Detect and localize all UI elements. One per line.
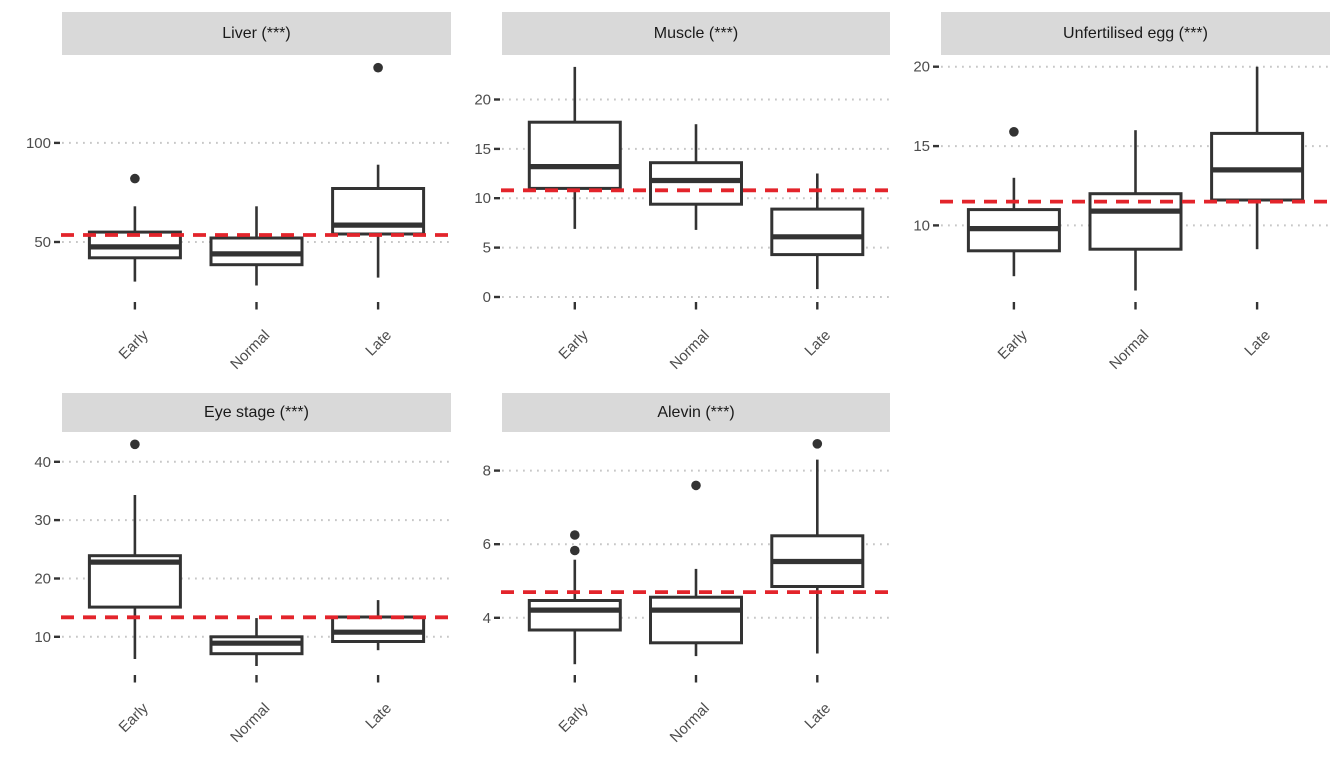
panel-title-eye-stage: Eye stage (***) — [204, 403, 309, 421]
panel-strip-alevin: Alevin (***) — [502, 393, 890, 432]
y-tick-label: 10 — [474, 190, 491, 207]
outlier-point — [570, 530, 580, 540]
x-tick-label: Early — [116, 699, 153, 736]
panel-title-muscle: Muscle (***) — [653, 24, 739, 42]
y-tick-label: 6 — [483, 536, 491, 553]
x-tick-label: Normal — [667, 700, 713, 746]
outlier-point — [691, 480, 701, 491]
outlier-point — [130, 439, 140, 450]
box — [649, 161, 743, 206]
y-tick-label: 40 — [34, 454, 51, 471]
outlier-point — [1009, 127, 1019, 137]
y-tick-label: 5 — [483, 240, 491, 257]
panel-title-alevin: Alevin (***) — [657, 403, 735, 421]
outlier-point — [812, 439, 823, 449]
x-tick-label: Late — [1241, 327, 1274, 360]
outlier-point — [570, 545, 580, 556]
panel-strip-unfertilised-egg: Unfertilised egg (***) — [941, 12, 1330, 55]
y-tick-label: 30 — [34, 512, 51, 529]
x-tick-label: Normal — [227, 327, 273, 373]
y-tick-label: 15 — [474, 141, 491, 158]
panel-strip-liver: Liver (***) — [62, 12, 451, 55]
box — [1210, 131, 1305, 202]
y-tick-label: 8 — [483, 463, 491, 480]
outlier-point — [130, 173, 140, 184]
x-tick-label: Early — [555, 699, 592, 736]
outlier-point — [373, 62, 383, 73]
x-tick-label: Early — [555, 326, 592, 363]
y-tick-label: 20 — [34, 571, 51, 588]
x-tick-label: Early — [995, 326, 1032, 363]
box — [649, 595, 743, 645]
box — [527, 120, 622, 190]
x-tick-label: Late — [362, 700, 395, 733]
x-tick-label: Late — [801, 327, 834, 360]
panel-strip-eye-stage: Eye stage (***) — [62, 393, 451, 432]
y-tick-label: 15 — [913, 138, 930, 155]
y-tick-label: 50 — [34, 234, 51, 251]
panel-strip-muscle: Muscle (***) — [502, 12, 890, 55]
x-tick-label: Late — [362, 327, 395, 360]
y-tick-label: 100 — [26, 135, 51, 152]
panel-title-unfertilised-egg: Unfertilised egg (***) — [1063, 24, 1208, 42]
x-tick-label: Normal — [1106, 327, 1152, 373]
box — [331, 615, 426, 643]
y-tick-label: 20 — [913, 59, 930, 76]
x-tick-label: Normal — [667, 327, 713, 373]
y-tick-label: 0 — [483, 289, 491, 306]
x-tick-label: Early — [116, 326, 153, 363]
y-tick-label: 10 — [913, 217, 930, 234]
y-tick-label: 10 — [34, 629, 51, 646]
panel-title-liver: Liver (***) — [222, 24, 291, 42]
y-tick-label: 4 — [483, 610, 491, 627]
box — [770, 207, 865, 257]
box — [527, 599, 622, 632]
y-tick-label: 20 — [474, 92, 491, 109]
x-tick-label: Late — [801, 700, 834, 733]
x-tick-label: Normal — [227, 700, 273, 746]
